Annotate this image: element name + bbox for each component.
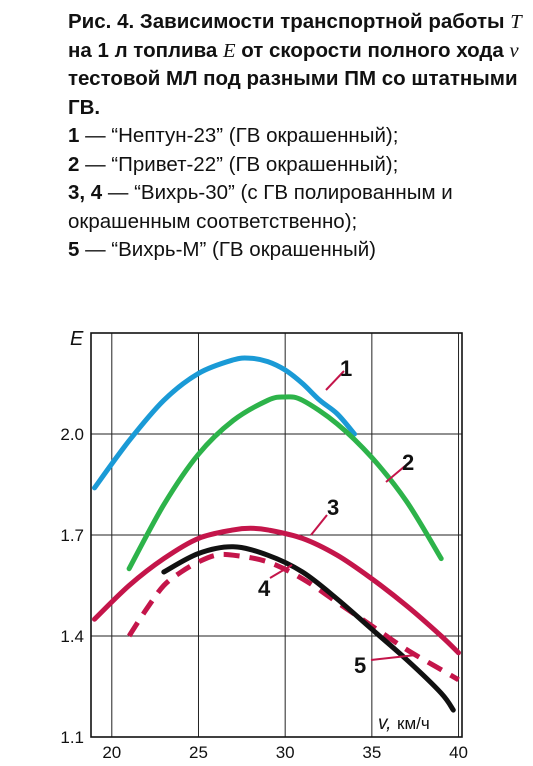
series-label-2: 2	[402, 450, 414, 475]
y-tick-label: 1.7	[60, 526, 84, 545]
var-T: T	[510, 11, 522, 33]
leader-line-1	[325, 370, 345, 391]
x-tick-label: 20	[102, 743, 121, 762]
leader-line-5	[370, 654, 417, 661]
legend-item-3-4: 3, 4 — “Вихрь-30” (с ГВ полированным и о…	[68, 181, 453, 233]
series-label-3: 3	[327, 495, 339, 520]
x-tick-label: 35	[362, 743, 381, 762]
series-label-1: 1	[340, 356, 352, 381]
y-tick-label: 1.1	[60, 728, 84, 747]
y-axis-label: E	[70, 328, 84, 350]
x-axis-label-var: v,	[378, 713, 391, 734]
chart-grid	[91, 333, 462, 738]
series-line-1	[92, 355, 357, 491]
series-label-4: 4	[258, 576, 271, 601]
series-line-2	[126, 394, 444, 572]
series-line-3	[92, 525, 461, 656]
series-line-4	[126, 551, 460, 682]
series-lines	[92, 355, 461, 713]
label-leaders	[269, 370, 417, 661]
legend-item-2: 2 — “Привет-22” (ГВ окрашенный);	[68, 152, 399, 176]
x-tick-label: 30	[276, 743, 295, 762]
tick-labels: 20 25 30 35 401.11.41.72.0	[60, 425, 468, 762]
y-tick-label: 1.4	[60, 627, 84, 646]
y-tick-label: 2.0	[60, 425, 84, 444]
var-v: v	[509, 39, 519, 62]
leader-line-3	[310, 514, 328, 536]
series-label-5: 5	[354, 653, 366, 678]
series-line-5	[161, 544, 456, 713]
figure-caption: Рис. 4. Зависимости транспортной работы …	[68, 8, 528, 265]
legend-item-1: 1 — “Нептун-23” (ГВ окрашенный);	[68, 124, 399, 147]
plot-frame	[90, 332, 463, 738]
x-axis-label: v, км/ч	[378, 713, 430, 734]
series-labels: 1 2 3 4 5	[258, 356, 414, 678]
x-tick-label: 40	[449, 743, 468, 762]
var-E: E	[223, 39, 236, 62]
leader-line-2	[385, 465, 406, 483]
x-axis-label-unit: км/ч	[397, 714, 430, 733]
leader-line-4	[269, 564, 293, 579]
legend-item-5: 5 — “Вихрь-М” (ГВ окрашенный)	[68, 238, 376, 261]
x-tick-label: 25	[189, 743, 208, 762]
caption-title: Рис. 4. Зависимости транспортной работы …	[68, 10, 522, 119]
